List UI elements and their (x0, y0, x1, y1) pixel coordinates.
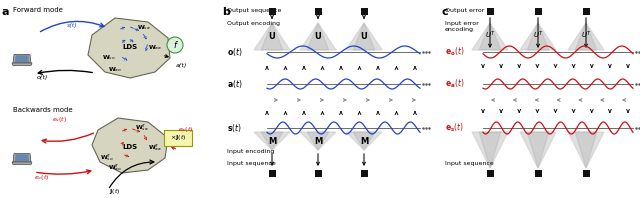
Polygon shape (527, 132, 548, 168)
Polygon shape (479, 132, 501, 168)
Text: $\mathbf{s}(t)$: $\mathbf{s}(t)$ (227, 122, 242, 134)
Text: Forward mode: Forward mode (13, 7, 63, 13)
Polygon shape (12, 162, 32, 165)
Text: $\mathbf{W}_{sa}$: $\mathbf{W}_{sa}$ (137, 24, 150, 32)
Circle shape (167, 37, 183, 53)
Polygon shape (261, 132, 283, 150)
Text: $U^T$: $U^T$ (484, 30, 495, 41)
Text: $\mathbf{W}_{ao}$: $\mathbf{W}_{ao}$ (108, 66, 122, 74)
Polygon shape (254, 132, 290, 150)
Polygon shape (13, 55, 31, 63)
Bar (486, 169, 493, 176)
Text: U: U (315, 32, 321, 41)
Text: M: M (314, 137, 322, 146)
Text: Backwards mode: Backwards mode (13, 107, 72, 113)
Text: f: f (173, 41, 177, 50)
Text: U: U (269, 32, 275, 41)
Bar (269, 8, 275, 14)
Text: $\mathbf{e_s}(t)$: $\mathbf{e_s}(t)$ (445, 122, 464, 134)
Bar (269, 169, 275, 176)
Polygon shape (353, 132, 375, 150)
Text: $\mathbf{o}(t)$: $\mathbf{o}(t)$ (227, 46, 243, 58)
Polygon shape (527, 23, 548, 50)
Text: $\mathbf{a}(t)$: $\mathbf{a}(t)$ (227, 78, 243, 90)
Polygon shape (307, 23, 329, 50)
Text: Output error: Output error (445, 8, 484, 13)
Bar (486, 8, 493, 14)
Text: $\mathbf{W}_{so}^T$: $\mathbf{W}_{so}^T$ (100, 153, 114, 163)
Polygon shape (12, 63, 32, 66)
Text: $\mathbf{e_a}(t)$: $\mathbf{e_a}(t)$ (445, 78, 465, 90)
Polygon shape (472, 23, 508, 50)
Polygon shape (261, 23, 283, 50)
Polygon shape (353, 23, 375, 50)
Polygon shape (92, 118, 168, 173)
Polygon shape (520, 23, 556, 50)
Polygon shape (568, 132, 604, 168)
Polygon shape (575, 132, 596, 168)
Polygon shape (300, 132, 336, 150)
Text: c: c (441, 7, 447, 17)
Text: a(t): a(t) (176, 63, 188, 68)
Polygon shape (479, 23, 501, 50)
Bar (534, 169, 541, 176)
Polygon shape (346, 23, 382, 50)
Text: M: M (360, 137, 368, 146)
Bar (360, 8, 367, 14)
Text: Input sequence: Input sequence (227, 161, 276, 166)
Bar (360, 169, 367, 176)
Text: $U^T$: $U^T$ (580, 30, 591, 41)
Bar (534, 8, 541, 14)
Text: $e_a(t)$: $e_a(t)$ (178, 126, 193, 134)
Polygon shape (520, 132, 556, 168)
Text: $e_s(t)$: $e_s(t)$ (52, 115, 67, 125)
Text: $U^T$: $U^T$ (532, 30, 543, 41)
Text: $\mathbf{W}_{ao}^T$: $\mathbf{W}_{ao}^T$ (108, 163, 122, 173)
Text: $\mathbf{W}_{sa}^T$: $\mathbf{W}_{sa}^T$ (135, 123, 148, 133)
Bar (314, 169, 321, 176)
Polygon shape (300, 23, 336, 50)
Polygon shape (575, 23, 596, 50)
Text: s(t): s(t) (67, 24, 77, 29)
Polygon shape (346, 132, 382, 150)
Text: Output sequence: Output sequence (227, 8, 282, 13)
Text: Output encoding: Output encoding (227, 21, 280, 26)
Polygon shape (13, 154, 31, 162)
Polygon shape (307, 132, 329, 150)
Text: Input encoding: Input encoding (227, 149, 275, 154)
Text: $\mathbf{W}_{so}$: $\mathbf{W}_{so}$ (102, 53, 116, 62)
Text: M: M (268, 137, 276, 146)
Text: $\mathbf{e_o}(t)$: $\mathbf{e_o}(t)$ (445, 46, 465, 58)
Polygon shape (568, 23, 604, 50)
Text: $\mathbf{W}_{aa}^T$: $\mathbf{W}_{aa}^T$ (148, 143, 162, 153)
Polygon shape (472, 132, 508, 168)
Text: o(t): o(t) (36, 75, 48, 81)
Text: Input sequence: Input sequence (445, 161, 493, 166)
Bar (314, 8, 321, 14)
Text: LDS: LDS (122, 44, 138, 50)
Polygon shape (15, 154, 29, 161)
Polygon shape (88, 18, 170, 78)
Text: $e_o(t)$: $e_o(t)$ (35, 173, 50, 183)
Text: LDS: LDS (122, 144, 138, 150)
Bar (582, 169, 589, 176)
Text: $\times\mathbf{J}(t)$: $\times\mathbf{J}(t)$ (170, 133, 186, 143)
Polygon shape (254, 23, 290, 50)
Polygon shape (15, 55, 29, 62)
Text: b: b (222, 7, 230, 17)
FancyBboxPatch shape (164, 130, 192, 146)
Text: $\mathbf{W}_{aa}$: $\mathbf{W}_{aa}$ (148, 44, 162, 52)
Text: $\mathbf{J}(t)$: $\mathbf{J}(t)$ (109, 188, 121, 196)
Text: Input error
encoding: Input error encoding (445, 21, 479, 32)
Text: a: a (2, 7, 10, 17)
Text: U: U (360, 32, 367, 41)
Bar (582, 8, 589, 14)
